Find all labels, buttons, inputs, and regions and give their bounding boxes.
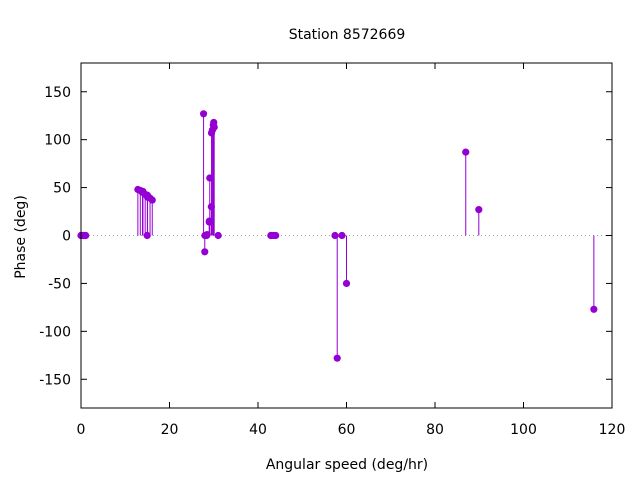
data-point — [338, 231, 346, 240]
data-points — [77, 110, 598, 362]
x-tick-label: 40 — [249, 422, 267, 438]
y-axis: -150 -100 -50 0 50 100 150 — [39, 85, 612, 388]
y-tick-label: 50 — [53, 181, 71, 197]
data-point — [210, 123, 218, 131]
y-axis-label: Phase (deg) — [13, 195, 29, 279]
data-point — [203, 230, 211, 239]
data-point — [199, 110, 208, 118]
x-tick-label: 60 — [338, 422, 356, 438]
x-tick-label: 100 — [510, 422, 537, 438]
data-point — [342, 279, 351, 288]
data-point — [206, 174, 214, 182]
data-point — [205, 217, 213, 225]
x-axis-label: Angular speed (deg/hr) — [266, 457, 428, 473]
data-point — [201, 248, 209, 256]
data-point — [143, 231, 151, 240]
y-tick-label: -150 — [39, 372, 71, 388]
plot-frame — [80, 62, 613, 409]
x-tick-label: 120 — [599, 422, 626, 438]
chart-title: Station 8572669 — [289, 27, 406, 43]
x-tick-label: 80 — [426, 422, 444, 438]
data-point — [82, 231, 90, 240]
data-point — [590, 305, 598, 313]
y-tick-label: 100 — [44, 133, 71, 149]
x-axis: 0 20 40 60 80 100 120 — [77, 63, 626, 438]
data-point — [207, 203, 215, 211]
data-point — [214, 231, 222, 240]
data-point — [272, 231, 280, 240]
x-tick-label: 20 — [161, 422, 179, 438]
y-tick-label: -100 — [39, 324, 71, 340]
data-point — [475, 206, 483, 214]
data-point — [331, 231, 339, 240]
data-point — [148, 196, 156, 204]
y-tick-label: 0 — [62, 229, 71, 245]
y-tick-label: -50 — [48, 276, 71, 292]
y-tick-label: 150 — [44, 85, 71, 101]
data-point — [333, 354, 341, 362]
x-tick-label: 0 — [77, 422, 86, 438]
data-point — [462, 148, 470, 156]
impulse-stems — [137, 113, 595, 359]
